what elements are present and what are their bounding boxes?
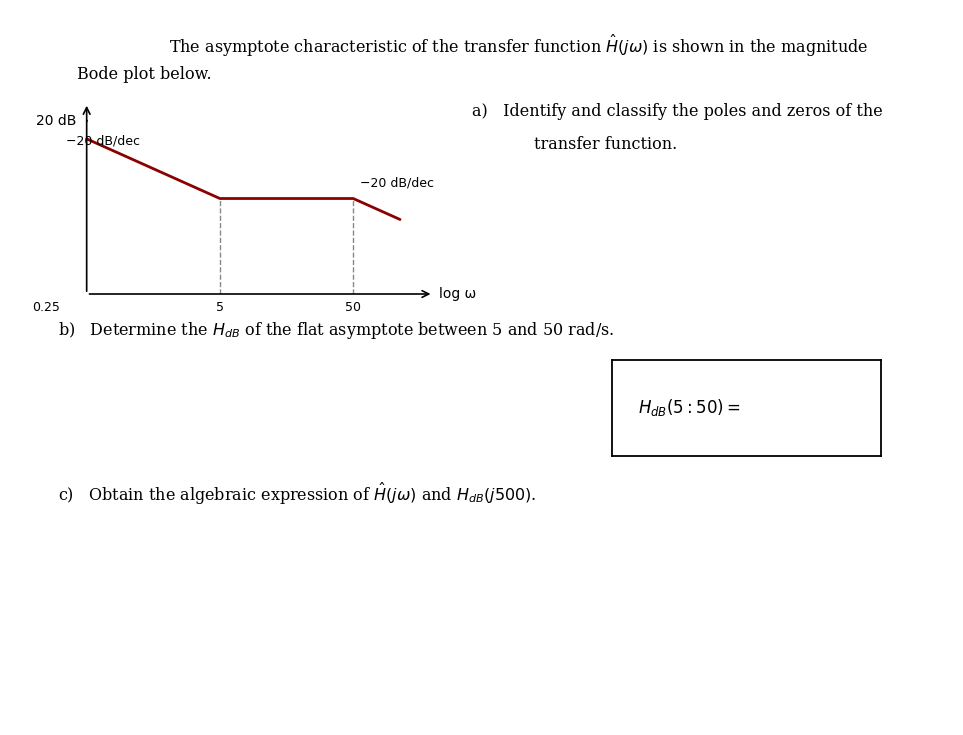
Text: c)   Obtain the algebraic expression of $\hat{H}(j\omega)$ and $H_{dB}(j500)$.: c) Obtain the algebraic expression of $\… — [58, 481, 536, 507]
Text: transfer function.: transfer function. — [534, 136, 678, 153]
Text: log ω: log ω — [439, 287, 476, 301]
Text: a)   Identify and classify the poles and zeros of the: a) Identify and classify the poles and z… — [472, 103, 883, 120]
Text: 5: 5 — [216, 301, 223, 315]
Text: 50: 50 — [345, 301, 361, 315]
Text: The asymptote characteristic of the transfer function $\hat{H}(j\omega)$ is show: The asymptote characteristic of the tran… — [169, 33, 868, 59]
Text: 0.25: 0.25 — [33, 301, 61, 315]
Text: b)   Determine the $H_{dB}$ of the flat asymptote between 5 and 50 rad/s.: b) Determine the $H_{dB}$ of the flat as… — [58, 320, 614, 341]
Text: Bode plot below.: Bode plot below. — [77, 66, 212, 83]
Text: −20 dB/dec: −20 dB/dec — [360, 176, 434, 190]
Text: $H_{dB}(5{:}50) =$: $H_{dB}(5{:}50) =$ — [638, 398, 741, 418]
Text: −20 dB/dec: −20 dB/dec — [66, 135, 141, 148]
Text: 20 dB: 20 dB — [36, 114, 76, 128]
